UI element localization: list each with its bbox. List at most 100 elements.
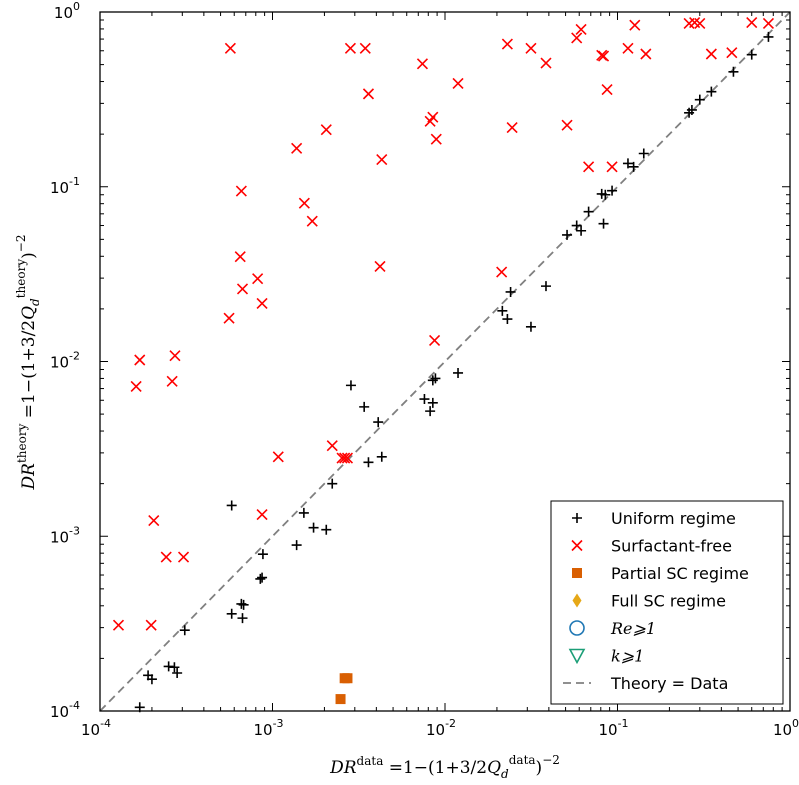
data-point <box>373 417 384 428</box>
data-point <box>291 540 302 551</box>
data-point <box>416 58 429 70</box>
data-point <box>223 312 235 324</box>
data-layer <box>99 11 791 713</box>
legend-label: Re⩾1 <box>610 619 656 638</box>
data-point <box>640 48 652 60</box>
data-point <box>746 49 757 60</box>
data-point <box>561 119 573 131</box>
data-point <box>638 148 649 159</box>
data-point <box>335 694 346 705</box>
data-point <box>327 478 338 489</box>
data-point <box>540 281 551 292</box>
data-point <box>169 662 180 673</box>
y-tick-label: 10-3 <box>50 524 80 546</box>
legend-swatch <box>572 513 582 523</box>
reference-line <box>99 11 791 712</box>
data-point <box>238 599 249 610</box>
y-tick-label: 10-2 <box>50 350 80 372</box>
data-point <box>427 111 439 123</box>
data-point <box>430 133 442 145</box>
data-point <box>148 514 160 527</box>
data-point <box>576 225 587 236</box>
x-tick-label: 10-3 <box>253 717 283 739</box>
data-point <box>146 674 157 685</box>
data-point <box>236 283 249 295</box>
data-point <box>540 57 552 69</box>
data-point <box>256 509 268 521</box>
data-point <box>525 42 537 54</box>
data-point <box>430 373 441 384</box>
data-point <box>429 334 441 346</box>
data-point <box>506 122 518 134</box>
data-point <box>728 66 739 77</box>
data-point <box>600 189 611 200</box>
legend-item: Partial SC regime <box>572 564 749 583</box>
x-axis-label: DRdata =1−(1+3/2Qddata)−2 <box>329 753 560 781</box>
data-point <box>235 185 247 197</box>
data-point <box>376 154 388 166</box>
data-point <box>272 451 284 463</box>
data-point <box>596 49 608 61</box>
legend-swatch <box>572 568 582 578</box>
data-point <box>359 42 371 54</box>
data-point <box>597 50 610 62</box>
data-point <box>298 507 309 518</box>
data-point <box>163 661 174 672</box>
data-point <box>145 619 157 631</box>
data-point <box>321 524 332 535</box>
data-point <box>359 401 370 412</box>
data-point <box>339 452 351 464</box>
data-point <box>694 17 706 30</box>
x-tick-label: 100 <box>773 717 799 739</box>
series-0 <box>134 31 774 713</box>
series-2 <box>335 673 353 705</box>
legend-item: Uniform regime <box>572 509 736 528</box>
data-point <box>257 572 268 583</box>
data-point <box>363 457 374 468</box>
data-point <box>320 124 332 136</box>
data-point <box>326 440 338 452</box>
data-point <box>255 573 266 584</box>
legend-swatch <box>571 539 583 552</box>
y-tick-label: 100 <box>54 0 80 22</box>
data-point <box>629 19 641 31</box>
y-tick-label: 10-1 <box>50 175 80 197</box>
data-point <box>130 380 142 392</box>
x-tick-label: 10-4 <box>81 717 111 739</box>
data-point <box>177 551 190 563</box>
data-point <box>336 452 348 464</box>
data-point <box>134 354 146 366</box>
data-point <box>496 266 508 278</box>
data-point <box>425 406 436 417</box>
data-point <box>598 218 609 229</box>
data-point <box>306 215 318 227</box>
data-point <box>342 673 353 684</box>
data-point <box>252 273 264 285</box>
legend-label: Partial SC regime <box>611 564 749 583</box>
data-point <box>562 229 573 240</box>
data-point <box>166 375 178 387</box>
legend-label: Surfactant-free <box>611 537 732 556</box>
legend-item: Surfactant-free <box>571 537 732 556</box>
data-point <box>763 31 774 42</box>
data-point <box>172 667 183 678</box>
data-point <box>497 305 508 316</box>
y-axis-label: DRtheory =1−(1+3/2Qdtheory)−2 <box>14 235 42 491</box>
legend: Uniform regime Surfactant-free Partial SC … <box>550 500 784 705</box>
data-point <box>362 88 375 100</box>
data-point <box>226 500 237 511</box>
y-tick-label: 10-4 <box>50 699 80 721</box>
data-point <box>583 161 595 173</box>
data-point <box>622 158 633 169</box>
data-point <box>112 619 125 631</box>
data-point <box>726 47 738 59</box>
legend-swatch <box>569 620 585 636</box>
legend-swatch <box>568 648 586 665</box>
data-point <box>256 297 268 309</box>
data-point <box>606 161 618 173</box>
data-point <box>575 23 587 35</box>
legend-label: Theory = Data <box>610 674 728 693</box>
data-point <box>169 350 181 362</box>
data-point <box>291 142 303 154</box>
